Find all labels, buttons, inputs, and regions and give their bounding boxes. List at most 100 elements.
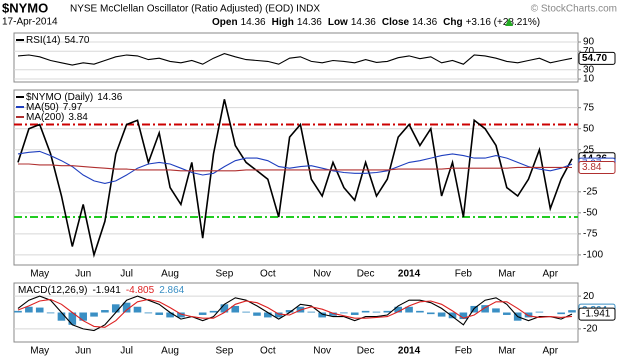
series-line <box>17 150 573 184</box>
histogram-bar <box>68 312 77 325</box>
x-tick-label: May <box>30 269 49 280</box>
watermark: © StockCharts.com <box>531 4 617 15</box>
quote-value: 14.36 <box>297 17 322 28</box>
value-tag <box>578 307 616 321</box>
x-tick-label: 2014 <box>398 269 421 280</box>
x-tick-label: Jun <box>75 346 91 357</box>
up-arrow <box>505 18 514 26</box>
x-tick-label: Apr <box>542 346 558 357</box>
series-line <box>17 99 573 258</box>
histogram-bar <box>557 312 565 315</box>
x-tick-label: Dec <box>357 269 375 280</box>
x-tick-label: Nov <box>313 346 331 357</box>
histogram-bar <box>350 312 359 315</box>
value-tag-label: 54.70 <box>582 53 607 64</box>
histogram-bar <box>361 310 370 313</box>
histogram-bar <box>448 312 457 319</box>
histogram-bar <box>57 312 66 321</box>
value-tag <box>578 51 616 65</box>
y-tick-label: 75 <box>583 102 595 113</box>
y-tick-label: 50 <box>583 123 595 134</box>
histogram-bar <box>209 310 218 313</box>
histogram-bar <box>372 311 381 313</box>
y-tick-label: 10 <box>583 74 595 85</box>
series-line <box>18 163 573 172</box>
histogram-bar <box>318 312 326 318</box>
histogram-bar <box>122 302 131 313</box>
x-tick-label: May <box>30 346 49 357</box>
histogram-bar <box>46 312 55 314</box>
value-tag <box>578 161 616 175</box>
quote-label: Open <box>212 17 238 28</box>
panel-frame <box>13 32 579 83</box>
histogram-bar <box>198 312 207 315</box>
legend-entry: MA(200) 3.84 <box>26 112 88 123</box>
x-tick-label: Feb <box>455 346 473 357</box>
x-tick-label: Jul <box>120 346 133 357</box>
x-tick-label: Sep <box>215 269 233 280</box>
histogram-bar <box>90 312 98 317</box>
histogram-bar <box>177 312 185 318</box>
legend-value: 2.864 <box>159 285 184 296</box>
legend-value: 54.70 <box>64 35 89 46</box>
legend-title: MACD(12,26,9) <box>18 285 87 296</box>
quote-value: +3.16 (+28.21%) <box>466 17 541 28</box>
legend-value: 7.97 <box>63 102 83 113</box>
histogram-bar <box>166 312 174 318</box>
x-tick-label: Sep <box>215 346 233 357</box>
x-tick-label: 2014 <box>398 346 421 357</box>
histogram-bar <box>524 312 533 318</box>
legend-name: RSI(14) <box>26 35 60 46</box>
x-tick-label: Dec <box>357 346 375 357</box>
y-tick-label: -25 <box>583 186 598 197</box>
histogram-bar <box>503 312 511 315</box>
legend-name: $NYMO (Daily) <box>26 92 93 103</box>
histogram-bar <box>231 305 240 313</box>
legend-entry: $NYMO (Daily) 14.36 <box>26 92 123 103</box>
legend-value: -1.941 <box>92 285 121 296</box>
y-tick-label: -75 <box>583 229 598 240</box>
histogram-bar <box>111 304 120 313</box>
y-tick-label: 30 <box>583 64 595 75</box>
y-tick-label: 20 <box>583 291 595 302</box>
quote-label: High <box>272 17 294 28</box>
histogram-bar <box>155 312 164 315</box>
histogram-bar <box>79 312 87 321</box>
histogram-bar <box>144 312 153 314</box>
quote-value: 14.36 <box>351 17 376 28</box>
histogram-bar <box>459 312 468 320</box>
value-tag-label: 3.84 <box>582 162 602 173</box>
x-tick-label: Apr <box>542 269 558 280</box>
y-tick-label: 90 <box>583 37 595 48</box>
legend-name: MA(50) <box>26 102 59 113</box>
histogram-bar <box>426 312 435 315</box>
y-tick-label: -50 <box>583 207 598 218</box>
histogram-bar <box>405 306 413 313</box>
histogram-bar <box>242 311 250 313</box>
histogram-bar <box>416 310 424 313</box>
x-tick-label: Jul <box>120 269 133 280</box>
quote-label: Low <box>328 17 348 28</box>
x-tick-label: Oct <box>260 269 276 280</box>
legend-value: 14.36 <box>97 92 122 103</box>
histogram-bar <box>253 312 261 316</box>
quote-label: Chg <box>443 17 462 28</box>
quote-value: 14.36 <box>412 17 437 28</box>
histogram-bar <box>35 307 44 313</box>
histogram-bar <box>220 304 229 313</box>
legend-value: -4.805 <box>126 285 155 296</box>
description: NYSE McClellan Oscillator (Ratio Adjuste… <box>70 4 320 15</box>
histogram-bar <box>307 311 316 313</box>
date: 17-Apr-2014 <box>2 17 58 28</box>
histogram-bar <box>274 312 283 318</box>
value-tag-label: -1.941 <box>582 309 611 320</box>
histogram-bar <box>14 310 22 313</box>
histogram-bar <box>101 310 109 313</box>
histogram-bar <box>25 306 33 313</box>
legend-name: MA(200) <box>26 112 64 123</box>
x-tick-label: Aug <box>161 269 179 280</box>
symbol: $NYMO <box>2 0 48 15</box>
series-line <box>17 53 573 66</box>
quote: Open 14.36 High 14.36 Low 14.36 Close 14.36 Chg +… <box>212 17 540 28</box>
